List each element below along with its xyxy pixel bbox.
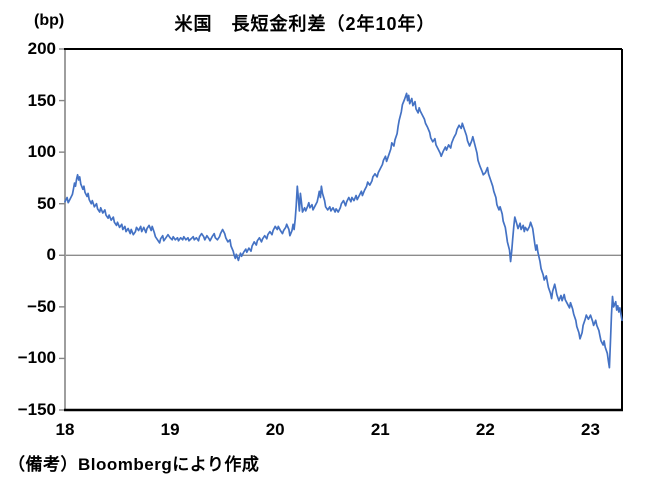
y-tick-label: 0 [46,245,56,265]
y-tick-label: 200 [27,39,56,58]
y-tick-label: 100 [27,142,56,162]
x-tick-label: 20 [265,420,285,439]
x-tick-label: 23 [581,420,600,439]
x-tick-label: 18 [55,420,75,439]
x-tick-label: 21 [370,420,390,439]
y-tick-label: 150 [27,90,56,110]
chart-title: 米国 長短金利差（2年10年） [174,14,436,34]
y-tick-label: −150 [17,400,56,419]
y-axis-unit-label: (bp) [34,12,65,29]
y-tick-label: −100 [17,348,56,368]
series-line [64,92,623,369]
y-tick-label: −50 [27,296,56,316]
source-note: （備考）Bloombergにより作成 [8,455,260,474]
x-tick-label: 22 [475,420,495,439]
y-tick-label: 50 [37,193,56,213]
x-tick-label: 19 [160,420,180,439]
